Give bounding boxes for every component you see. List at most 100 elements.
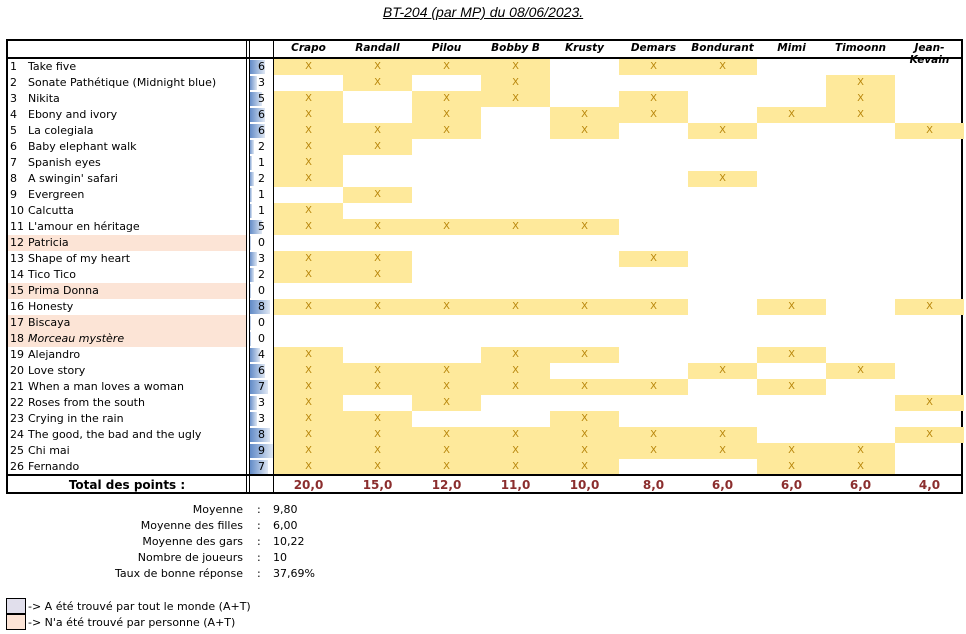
answer-cell: X	[274, 299, 343, 315]
answer-cell	[481, 139, 550, 155]
answer-cell: X	[550, 299, 619, 315]
song-name: Prima Donna	[28, 284, 99, 297]
answer-cell	[895, 315, 964, 331]
found-count: 5	[258, 92, 265, 105]
found-count: 3	[258, 252, 265, 265]
song-name: Take five	[28, 60, 77, 73]
player-header: Bondurant	[691, 42, 754, 54]
page-title: BT-204 (par MP) du 08/06/2023.	[382, 4, 584, 20]
song-name: Evergreen	[28, 188, 85, 201]
found-count: 6	[258, 60, 265, 73]
answer-cell	[550, 187, 619, 203]
answer-cell	[895, 235, 964, 251]
answer-cell: X	[550, 443, 619, 459]
answer-cell	[757, 219, 826, 235]
player-header: Krusty	[565, 42, 604, 54]
table-row: 25 Chi mai 9 X X X X X X X X X	[8, 443, 961, 459]
answer-cell: X	[619, 251, 688, 267]
stat-value: 10	[273, 551, 287, 564]
found-count: 8	[258, 300, 265, 313]
table-row: 22 Roses from the south 3 X X X	[8, 395, 964, 411]
answer-cell	[550, 203, 619, 219]
answer-cell	[895, 155, 964, 171]
found-count: 0	[258, 332, 265, 345]
answer-cell	[688, 395, 757, 411]
answer-cell: X	[481, 379, 550, 395]
song-number: 6	[10, 140, 17, 153]
answer-cell	[481, 315, 550, 331]
count-bar	[249, 284, 251, 298]
song-number: 3	[10, 92, 17, 105]
table-row: 10 Calcutta 1 X	[8, 203, 961, 219]
song-number: 14	[10, 268, 24, 281]
answer-cell: X	[274, 395, 343, 411]
answer-cell: X	[481, 219, 550, 235]
answer-cell: X	[343, 427, 412, 443]
answer-cell	[274, 331, 343, 347]
table-row: 2 Sonate Pathétique (Midnight blue) 3 X X X	[8, 75, 961, 91]
found-count: 0	[258, 316, 265, 329]
answer-cell: X	[550, 123, 619, 139]
table-row: 19 Alejandro 4 X X X X	[8, 347, 961, 363]
answer-cell: X	[343, 187, 412, 203]
answer-cell	[826, 59, 895, 75]
answer-cell: X	[688, 443, 757, 459]
answer-cell	[619, 363, 688, 379]
answer-cell	[688, 235, 757, 251]
answer-cell: X	[343, 59, 412, 75]
table-row: 1 Take five 6 X X X X X X	[8, 59, 961, 75]
table-row: 4 Ebony and ivory 6 X X X X X X	[8, 107, 961, 123]
answer-cell	[757, 251, 826, 267]
answer-cell	[550, 267, 619, 283]
answer-cell: X	[343, 123, 412, 139]
player-header: Bobby B	[491, 42, 540, 54]
answer-cell	[412, 155, 481, 171]
song-name: Morceau mystère	[28, 332, 125, 345]
answer-cell	[550, 235, 619, 251]
answer-cell	[619, 283, 688, 299]
count-bar	[249, 412, 257, 426]
found-count: 3	[258, 396, 265, 409]
table-row: 13 Shape of my heart 3 X X X	[8, 251, 961, 267]
answer-cell: X	[343, 219, 412, 235]
answer-cell	[481, 283, 550, 299]
answer-cell	[619, 219, 688, 235]
song-name: Spanish eyes	[28, 156, 101, 169]
answer-cell: X	[343, 379, 412, 395]
answer-cell: X	[895, 427, 964, 443]
answer-cell	[826, 331, 895, 347]
answer-cell	[412, 331, 481, 347]
answer-cell	[757, 235, 826, 251]
answer-cell	[826, 267, 895, 283]
answer-cell	[481, 395, 550, 411]
answer-cell	[481, 171, 550, 187]
song-name: The good, the bad and the ugly	[28, 428, 202, 441]
answer-cell: X	[619, 91, 688, 107]
answer-cell: X	[757, 379, 826, 395]
answer-cell: X	[826, 107, 895, 123]
answer-cell	[412, 203, 481, 219]
found-count: 5	[258, 220, 265, 233]
answer-cell: X	[619, 379, 688, 395]
song-number: 5	[10, 124, 17, 137]
answer-cell	[550, 59, 619, 75]
answer-cell	[757, 139, 826, 155]
count-bar	[249, 252, 257, 266]
answer-cell	[826, 427, 895, 443]
answer-cell: X	[550, 107, 619, 123]
player-header: Pilou	[431, 42, 462, 54]
stat-value: 9,80	[273, 503, 298, 516]
answer-cell	[550, 75, 619, 91]
song-number: 16	[10, 300, 24, 313]
answer-cell	[619, 75, 688, 91]
answer-cell	[619, 187, 688, 203]
answer-cell	[895, 363, 964, 379]
player-header: Timoonn	[834, 42, 887, 54]
answer-cell	[343, 107, 412, 123]
answer-cell: X	[481, 299, 550, 315]
found-count: 6	[258, 124, 265, 137]
answer-cell: X	[412, 427, 481, 443]
answer-cell: X	[274, 91, 343, 107]
table-row: 21 When a man loves a woman 7 X X X X X X X	[8, 379, 961, 395]
answer-cell	[757, 123, 826, 139]
